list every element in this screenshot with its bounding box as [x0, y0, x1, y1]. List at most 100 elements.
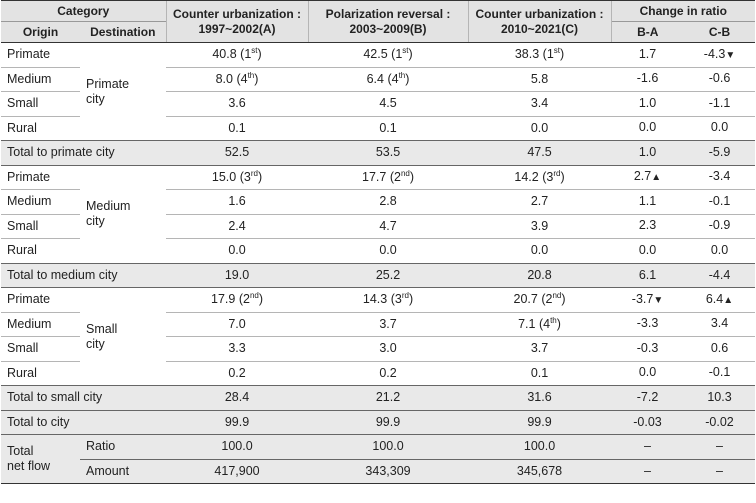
value-a-cell: 3.6 — [166, 91, 309, 116]
change-cb-cell-value: -3.4 — [708, 169, 731, 184]
value-c-cell: 14.2 (3rd) — [514, 168, 565, 184]
total-c-cell: 47.5 — [468, 140, 612, 166]
value-a-cell-rank: 1 — [244, 47, 252, 62]
value-b-cell-value: 6.4 — [366, 71, 384, 86]
value-c-cell-rank-suffix: nd — [552, 291, 562, 301]
net-flow-label-cell: Total net flow — [1, 434, 80, 484]
value-a-cell-rank-suffix: th — [247, 70, 255, 80]
change-cb-cell-value: -0.1 — [708, 365, 731, 380]
origin-cell: Medium — [1, 189, 80, 214]
net-flow-amount-ba-cell: – — [611, 458, 685, 484]
change-ba-cell-arrow-icon: ▲ — [651, 172, 662, 184]
migration-table: Category Counter urbanization : 1997~200… — [1, 0, 756, 484]
value-b-cell: 17.7 (2nd) — [362, 168, 415, 184]
value-c-cell: 0.1 — [468, 360, 612, 386]
value-a-cell: 0.0 — [166, 238, 309, 263]
net-flow-amount-row: Amount 417,900 343,309 345,678– – — [1, 458, 756, 484]
value-b-cell-rank-suffix: th — [398, 70, 406, 80]
value-a-cell-value: 7.0 — [228, 316, 246, 331]
value-c-cell: 2.7 — [468, 189, 612, 214]
change-cb-cell: -4.3▼ — [684, 43, 755, 68]
total-city-a-cell: 99.9 — [166, 409, 309, 435]
value-c-cell-rank: 2 — [545, 292, 553, 307]
origin-cell: Small — [1, 213, 80, 239]
value-b-cell-value: 14.3 — [362, 292, 388, 307]
value-a-cell-value: 0.0 — [228, 243, 246, 258]
value-b-cell: 0.2 — [308, 360, 469, 386]
change-cb-cell: 0.0 — [684, 115, 756, 141]
value-b-cell-value: 4.5 — [379, 96, 397, 111]
change-cb-cell-value: 3.4 — [710, 316, 729, 331]
change-ba-cell: -0.3 — [611, 336, 685, 361]
value-b-cell-value: 4.7 — [379, 218, 397, 233]
table-row: Small 3.3 3.0 3.7 -0.3 0.6 — [1, 336, 756, 361]
net-flow-ratio-cb-cell: – — [684, 434, 756, 460]
total-a-cell: 19.0 — [166, 262, 309, 288]
value-b-cell-value: 42.5 — [363, 47, 388, 62]
value-b-cell-rank-suffix: nd — [400, 168, 410, 178]
change-ba-cell-value: 0.0 — [638, 242, 657, 257]
value-a-cell: 17.9 (2nd) — [211, 291, 264, 307]
change-ba-cell: 0.0 — [611, 238, 685, 263]
value-a-cell: 2.4 — [166, 213, 309, 239]
header-col-b-line2: 2003~2009(B) — [349, 21, 427, 36]
net-flow-amount-label-cell: Amount — [80, 458, 167, 484]
total-row: Total to medium city 19.0 25.2 20.8 6.1 -4.4 — [1, 262, 756, 288]
table-row: Rural 0.1 0.1 0.0 0.0 0.0 — [1, 115, 756, 141]
net-flow-ratio-label-cell: Ratio — [80, 434, 167, 460]
total-b-cell: 21.2 — [308, 385, 469, 411]
destination-line2: city — [86, 336, 105, 351]
change-ba-cell-value: -1.6 — [636, 71, 659, 86]
origin-cell: Medium — [1, 66, 80, 92]
value-c-cell: 0.0 — [468, 238, 612, 263]
value-c-cell-rank: 3 — [546, 169, 554, 184]
value-a-cell: 0.2 — [166, 360, 309, 386]
destination-line1: Primate — [86, 76, 130, 91]
header-col-a-line1: Counter urbanization : — [173, 6, 302, 21]
value-a-cell-value: 17.9 — [211, 292, 236, 307]
origin-cell: Rural — [1, 238, 80, 263]
origin-cell: Rural — [1, 360, 80, 386]
origin-cell: Primate — [7, 169, 51, 184]
header-col-b-line1: Polarization reversal : — [325, 6, 451, 21]
header-cb: C-B — [684, 21, 756, 43]
destination-line1: Small — [86, 321, 118, 336]
header-col-c-line2: 2010~2021(C) — [500, 21, 579, 36]
value-c-cell: 3.4 — [468, 91, 612, 116]
value-a-cell-value: 0.1 — [228, 120, 246, 135]
value-c-cell-rank: 4 — [543, 316, 551, 331]
total-label-cell: Total to medium city — [1, 262, 167, 288]
table-row: Medium 7.0 3.7 7.1 (4th) -3.3 3.4 — [1, 311, 756, 337]
net-flow-amount-a-cell: 417,900 — [166, 458, 309, 484]
change-cb-cell-value: -0.9 — [708, 218, 731, 233]
value-c-cell-value: 0.0 — [530, 120, 549, 135]
value-a-cell-rank: 2 — [242, 292, 250, 307]
change-ba-cell-value: 2.7 — [633, 169, 652, 184]
change-cb-cell-value: 0.0 — [710, 242, 729, 257]
total-city-c-cell: 99.9 — [468, 409, 612, 435]
total-a-cell: 52.5 — [166, 140, 309, 166]
value-b-cell-rank: 3 — [394, 292, 402, 307]
value-b-cell-rank-suffix: st — [402, 46, 409, 56]
value-c-cell-value: 0.0 — [530, 243, 549, 258]
value-b-cell-value: 0.0 — [379, 243, 397, 258]
table-row: Medium 1.6 2.8 2.7 1.1 -0.1 — [1, 189, 756, 214]
origin-cell: Medium — [1, 311, 80, 337]
value-a-cell-rank: 3 — [243, 169, 251, 184]
value-b-cell: 2.8 — [308, 189, 469, 214]
value-c-cell: 3.7 — [468, 336, 612, 361]
change-cb-cell: 0.0 — [684, 238, 756, 263]
table-row: Medium 8.0 (4th) 6.4 (4th) 5.8 -1.6 -0.6 — [1, 66, 756, 92]
change-cb-cell: 3.4 — [684, 311, 756, 337]
change-cb-cell: -0.1 — [684, 360, 756, 386]
value-c-cell-value: 20.7 — [513, 292, 538, 307]
total-row: Total to small city 28.4 21.2 31.6 -7.2 10.3 — [1, 385, 756, 411]
header-col-b: Polarization reversal : 2003~2009(B) — [307, 0, 469, 43]
total-ba-cell: -7.2 — [611, 385, 685, 411]
change-cb-cell: 6.4▲ — [684, 288, 755, 313]
change-cb-cell-value: -4.3 — [703, 46, 726, 61]
net-flow-ratio-row: Total net flow Ratio 100.0 100.0 100.0– – — [1, 434, 756, 484]
change-cb-cell: -0.1 — [684, 189, 756, 214]
change-ba-cell: -3.3 — [611, 311, 685, 337]
change-ba-cell: 0.0 — [611, 360, 685, 386]
